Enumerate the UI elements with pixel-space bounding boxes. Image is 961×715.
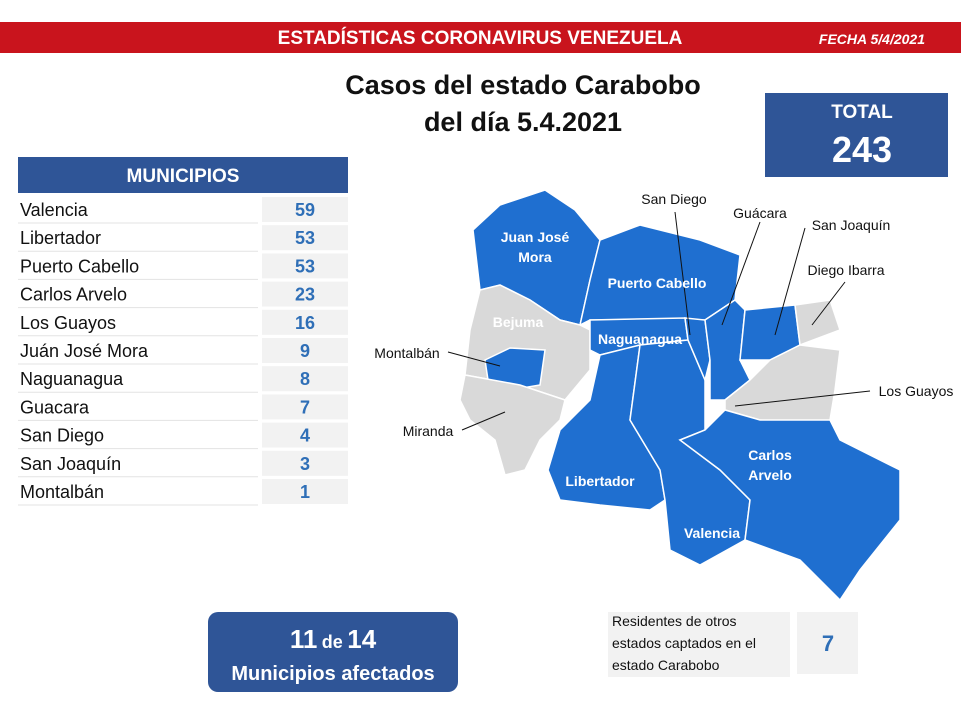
leader-line bbox=[674, 211, 691, 336]
cases: 4 bbox=[300, 426, 310, 446]
value-cell bbox=[262, 394, 348, 420]
cases: 3 bbox=[300, 454, 310, 474]
value-cell bbox=[262, 197, 348, 222]
map-label: Diego Ibarra bbox=[807, 262, 884, 278]
map-label: San Diego bbox=[641, 191, 707, 207]
table-header bbox=[18, 157, 348, 193]
affected-box bbox=[208, 612, 458, 692]
residents-text: estados captados en el bbox=[612, 635, 756, 651]
count: 11 bbox=[290, 624, 318, 654]
cases: 59 bbox=[295, 200, 315, 220]
municipality: Libertador bbox=[20, 228, 101, 248]
name-cell bbox=[18, 450, 258, 476]
name-cell bbox=[18, 309, 258, 335]
map-label: Juan José bbox=[501, 229, 570, 245]
name-cell bbox=[18, 253, 258, 279]
name-cell bbox=[18, 366, 258, 392]
name-cell bbox=[18, 422, 258, 448]
value-cell bbox=[262, 366, 348, 392]
municipality: Puerto Cabello bbox=[20, 256, 139, 276]
name-cell bbox=[18, 479, 258, 504]
map-label: Arvelo bbox=[748, 467, 792, 483]
municipality: San Joaquín bbox=[20, 454, 121, 474]
leader-line bbox=[721, 221, 761, 326]
leader-line bbox=[734, 390, 871, 407]
municipality: Montalbán bbox=[20, 482, 104, 502]
value-cell bbox=[262, 450, 348, 476]
municipality: Valencia bbox=[20, 200, 89, 220]
cases: 53 bbox=[295, 256, 315, 276]
municipality: Naguanagua bbox=[20, 369, 124, 389]
total-value: 243 bbox=[832, 129, 892, 170]
map-label: Bejuma bbox=[493, 314, 544, 330]
map-label: Valencia bbox=[684, 525, 740, 541]
map-label: Montalbán bbox=[374, 345, 439, 361]
total-box bbox=[765, 93, 948, 177]
total: 14 bbox=[347, 624, 376, 654]
name-cell bbox=[18, 281, 258, 307]
map-label: Los Guayos bbox=[879, 383, 954, 399]
value-cell bbox=[262, 479, 348, 504]
map-label: Puerto Cabello bbox=[608, 275, 707, 291]
region bbox=[794, 299, 841, 347]
value-cell bbox=[262, 225, 348, 251]
affected-count: 11 de 14 bbox=[290, 624, 377, 654]
map-label: Libertador bbox=[565, 473, 635, 489]
header-bar bbox=[0, 22, 961, 53]
map-label: Miranda bbox=[403, 423, 454, 439]
cases: 8 bbox=[300, 369, 310, 389]
map-label: Mora bbox=[518, 249, 552, 265]
name-cell bbox=[18, 394, 258, 420]
leader-line bbox=[447, 351, 501, 367]
value-cell bbox=[262, 253, 348, 279]
municipality: Guacara bbox=[20, 397, 90, 417]
municipality: San Diego bbox=[20, 426, 104, 446]
value-cell bbox=[262, 281, 348, 307]
residents-text: Residentes de otros bbox=[612, 613, 737, 629]
value-cell bbox=[262, 309, 348, 335]
table-body: Valencia 59 Libertador 53 Puerto Cabello 53 Ca… bbox=[18, 197, 348, 506]
cases: 7 bbox=[300, 397, 310, 417]
municipality: Carlos Arvelo bbox=[20, 285, 127, 305]
header-date: FECHA 5/4/2021 bbox=[819, 31, 925, 47]
map-labels: Juan José Mora Puerto Cabello Bejuma Naguana… bbox=[374, 191, 953, 541]
heading: del día 5.4.2021 bbox=[424, 107, 622, 137]
map-label: Carlos bbox=[748, 447, 792, 463]
map-label: Guácara bbox=[733, 205, 787, 221]
map-label: San Joaquín bbox=[812, 217, 891, 233]
residents-box bbox=[608, 612, 790, 677]
table-header-text: MUNICIPIOS bbox=[127, 166, 240, 187]
leader-line bbox=[774, 227, 806, 336]
affected-label: Municipios afectados bbox=[231, 663, 434, 685]
cases: 53 bbox=[295, 228, 315, 248]
cases: 1 bbox=[300, 482, 310, 502]
municipality: Juán José Mora bbox=[20, 341, 149, 361]
residents-value: 7 bbox=[822, 631, 834, 656]
leader-line bbox=[461, 411, 506, 431]
name-cell bbox=[18, 197, 258, 222]
map-label: Naguanagua bbox=[598, 331, 682, 347]
region bbox=[678, 409, 901, 602]
name-cell bbox=[18, 225, 258, 251]
total-label: TOTAL bbox=[831, 102, 893, 123]
value-cell bbox=[262, 338, 348, 363]
region bbox=[459, 374, 566, 476]
heading: Casos del estado Carabobo bbox=[345, 70, 701, 100]
cases: 16 bbox=[295, 313, 315, 333]
cases: 9 bbox=[300, 341, 310, 361]
header-title: ESTADÍSTICAS CORONAVIRUS VENEZUELA bbox=[278, 27, 683, 49]
name-cell bbox=[18, 338, 258, 363]
cases: 23 bbox=[295, 285, 315, 305]
region bbox=[684, 317, 711, 383]
residents-value-box bbox=[797, 612, 858, 674]
residents-text: estado Carabobo bbox=[612, 657, 720, 673]
municipality: Los Guayos bbox=[20, 313, 116, 333]
leader-line bbox=[811, 281, 846, 326]
map bbox=[447, 189, 901, 602]
of: de bbox=[322, 632, 343, 652]
value-cell bbox=[262, 422, 348, 448]
